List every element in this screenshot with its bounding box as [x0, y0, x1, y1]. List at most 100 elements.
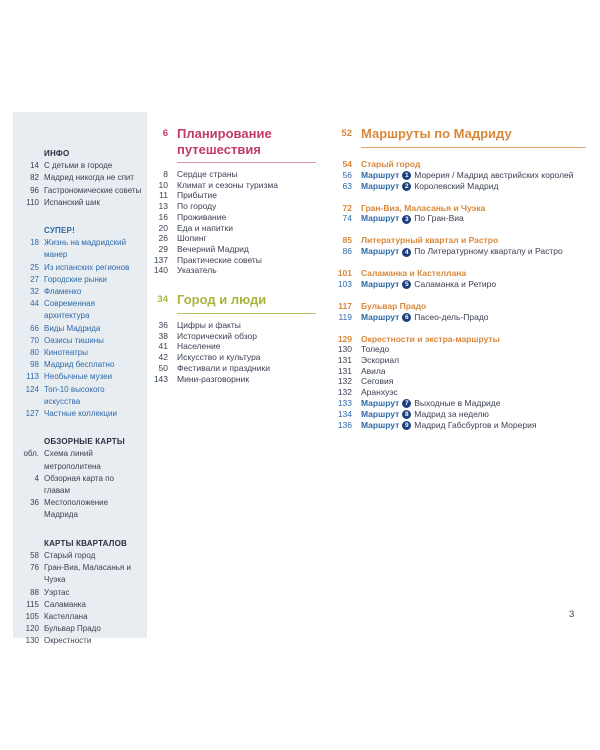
sidebar-section-title: СУПЕР! — [13, 225, 142, 237]
entry-label: Аранхуэс — [361, 387, 398, 398]
entry-page-number — [13, 225, 39, 237]
sidebar-entry: 110 Испанский шик — [13, 197, 142, 209]
sidebar-entry: 124 Топ-10 высокого искусства — [13, 384, 142, 408]
sidebar-entry: 96 Гастрономические советы — [13, 185, 142, 197]
entry-page-number: 58 — [30, 550, 39, 560]
entry-page-number: 36 — [30, 498, 39, 508]
toc-entry: 137 Практические советы — [146, 255, 316, 266]
entry-label: СУПЕР! — [44, 226, 75, 236]
route-entry: 119 Маршрут 6 Пасео-дель-Прадо — [330, 312, 586, 323]
route-group-title: 85 Литературный квартал и Растро — [330, 235, 586, 246]
route-group: 72 Гран-Виа, Маласанья и Чуэка 74 Маршрут 3 П… — [330, 203, 586, 225]
entry-page-number: 38 — [158, 330, 168, 341]
route-entry: 136 Маршрут 9 Мадрид Габсбургов и Морерия — [330, 420, 586, 431]
entry-page-number: 16 — [158, 211, 168, 222]
section-title: Маршруты по Мадриду — [361, 126, 512, 141]
entry-page-number: 132 — [337, 387, 352, 398]
entry-label: Указатель — [177, 265, 217, 276]
route-number-badge: 4 — [402, 247, 412, 257]
entry-page-number: 130 — [337, 344, 352, 355]
entry-page-number: 101 — [337, 268, 352, 279]
toc-entry: 41 Население — [146, 341, 316, 352]
entry-label: Старый город — [361, 159, 421, 169]
sidebar-section: ИНФО 14 С детьми в городе 82 Мадрид никогда … — [13, 148, 142, 209]
entry-page-number: 44 — [30, 299, 39, 309]
route-number-badge: 5 — [402, 280, 412, 290]
toc-entry: 143 Мини-разговорник — [146, 374, 316, 385]
sidebar-entry: 66 Виды Мадрида — [13, 323, 142, 335]
toc-entry: 131 Эскориал — [330, 355, 586, 366]
section-heading: 52 Маршруты по Мадриду — [330, 126, 586, 142]
toc-entry: 42 Искусство и культура — [146, 352, 316, 363]
sidebar-index-panel: ИНФО 14 С детьми в городе 82 Мадрид никогда … — [13, 112, 147, 645]
section-heading: 6 Планирование путешествия — [146, 126, 316, 157]
entry-label: Топ-10 высокого искусства — [44, 384, 105, 406]
entry-label: Население — [177, 341, 221, 352]
toc-entry: 140 Указатель — [146, 265, 316, 276]
entry-label: Окрестности — [44, 636, 92, 646]
route-number-badge: 6 — [402, 313, 412, 323]
entry-label: Толедо — [361, 344, 390, 355]
entry-label: Морерия / Мадрид австрийских королей — [414, 169, 574, 180]
entry-label: По Гран-Виа — [414, 213, 464, 224]
entry-page-number: 115 — [26, 599, 39, 609]
toc-section: 6 Планирование путешествия 8 Сердце страны 1… — [146, 126, 316, 276]
route-entry: 103 Маршрут 5 Саламанка и Ретиро — [330, 279, 586, 290]
sidebar-entry: 32 Фламенко — [13, 286, 142, 298]
sidebar-entry: 105 Кастеллана — [13, 611, 142, 623]
toc-entry: 11 Прибытие — [146, 190, 316, 201]
entry-page-number: 66 — [30, 323, 39, 333]
entry-page-number: 136 — [337, 419, 352, 430]
section-page-number: 6 — [162, 128, 168, 139]
entry-label: С детьми в городе — [44, 161, 113, 171]
section-title: Планирование путешествия — [177, 126, 272, 157]
entry-page-number: 41 — [158, 341, 168, 352]
entry-label: Практические советы — [177, 254, 262, 265]
sidebar-section-title: ОБЗОРНЫЕ КАРТЫ — [13, 436, 142, 448]
sidebar-section-title: ИНФО — [13, 148, 142, 160]
toc-entry: 132 Сеговия — [330, 376, 586, 387]
entry-page-number: 36 — [158, 320, 168, 331]
entry-label: Кинотеатры — [44, 348, 88, 358]
entry-page-number: 29 — [158, 243, 168, 254]
entry-label: Современная архитектура — [44, 299, 95, 321]
sidebar-entry: 76 Гран-Виа, Маласанья и Чуэка — [13, 562, 142, 586]
sidebar-entry: 4 Обзорная карта по главам — [13, 473, 142, 497]
entry-label: Саламанка и Кастеллана — [361, 268, 467, 279]
entry-label: Кастеллана — [44, 611, 88, 621]
sidebar-entry: 27 Городские рынки — [13, 274, 142, 286]
sidebar-entry: 127 Частные коллекции — [13, 408, 142, 420]
route-number-badge: 3 — [402, 214, 412, 224]
entry-page-number: 132 — [337, 376, 352, 387]
entry-page-number: 103 — [337, 278, 352, 289]
toc-entry: 130 Толедо — [330, 344, 586, 355]
entry-label: Сердце страны — [177, 169, 238, 179]
entry-page-number — [13, 148, 39, 160]
sidebar-section: КАРТЫ КВАРТАЛОВ 58 Старый город 76 Гран-Виа,… — [13, 538, 142, 648]
entry-label: Частные коллекции — [44, 409, 117, 419]
route-word: Маршрут — [361, 169, 400, 180]
entry-label: Мадрид Габсбургов и Морерия — [414, 419, 537, 430]
entry-label: Королевский Мадрид — [414, 180, 499, 191]
entry-label: Фламенко — [44, 287, 82, 297]
entry-page-number: 8 — [163, 169, 168, 179]
entry-label: Пасео-дель-Прадо — [414, 311, 489, 322]
toc-entry: 50 Фестивали и праздники — [146, 363, 316, 374]
route-group: 85 Литературный квартал и Растро 86 Маршрут… — [330, 235, 586, 257]
entry-label: Мадрид за неделю — [414, 408, 489, 419]
entry-label: Мадрид никогда не спит — [44, 173, 135, 183]
entry-label: Гран-Виа, Маласанья и Чуэка — [44, 563, 131, 585]
sidebar-entry: 70 Оазисы тишины — [13, 335, 142, 347]
sidebar-entry: 130 Окрестности — [13, 635, 142, 647]
sidebar-section-title: КАРТЫ КВАРТАЛОВ — [13, 538, 142, 550]
entry-page-number: 117 — [338, 300, 352, 311]
route-number-badge: 7 — [402, 399, 412, 409]
route-number-badge: 2 — [402, 182, 412, 192]
sidebar-entry: 82 Мадрид никогда не спит — [13, 172, 142, 184]
entry-label: Искусство и культура — [177, 352, 261, 363]
entry-label: Городские рынки — [44, 274, 107, 284]
toc-entry: 131 Авила — [330, 366, 586, 377]
entry-label: Мини-разговорник — [177, 373, 250, 384]
route-number-badge: 1 — [402, 171, 412, 181]
